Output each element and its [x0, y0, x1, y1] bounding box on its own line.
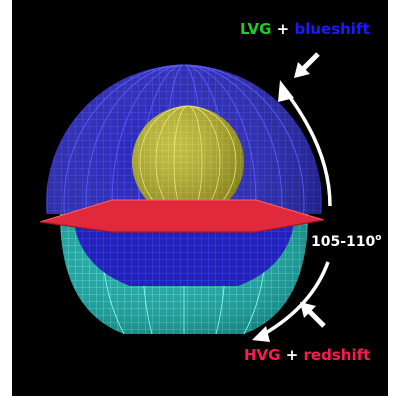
curved-double-arrow-icon [252, 80, 332, 342]
hvg-text: HVG [244, 346, 281, 364]
angle-value: 105-110 [311, 234, 376, 250]
red-disk [39, 199, 325, 233]
plus-sign: + [285, 346, 299, 364]
blueshift-text: blueshift [294, 20, 370, 38]
inner-blue-band [74, 224, 294, 286]
hvg-redshift-label: HVG + redshift [244, 346, 370, 364]
diagram-frame: LVG + blueshift 105-110o HVG + redshift [12, 0, 388, 396]
arrow-down-left-icon [294, 52, 320, 78]
arrow-up-left-icon [300, 302, 326, 328]
degree-symbol: o [375, 233, 382, 243]
lvg-text: LVG [240, 20, 272, 38]
lvg-blueshift-label: LVG + blueshift [240, 20, 370, 38]
redshift-text: redshift [303, 346, 371, 364]
geometry-model [39, 52, 332, 342]
plus-sign: + [276, 20, 290, 38]
angle-label: 105-110o [311, 233, 381, 250]
